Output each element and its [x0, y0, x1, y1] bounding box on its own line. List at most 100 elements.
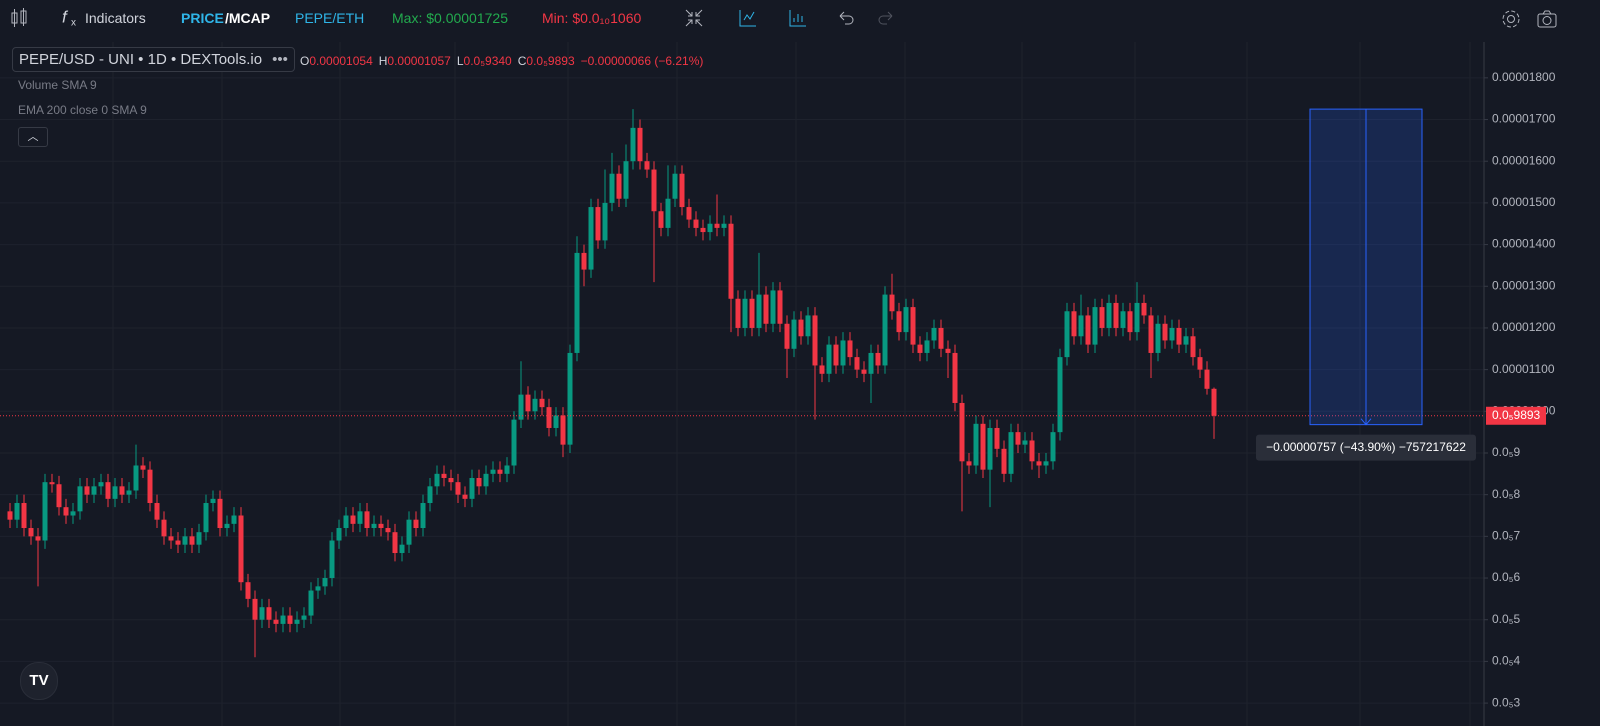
symbol-box[interactable]: PEPE/USD - UNI • 1D • DEXTools.io ••• [12, 47, 295, 72]
candle-body [294, 619, 300, 624]
candle-body [217, 498, 223, 529]
candle-body [91, 486, 97, 495]
y-tick-label: 0.00001100 [1492, 362, 1555, 376]
settings-icon[interactable] [1500, 8, 1522, 30]
candle-body [889, 294, 895, 312]
candle-body [1113, 302, 1119, 328]
candle-body [714, 223, 720, 228]
ohlc-value: 0.0₅9893 [526, 54, 575, 68]
collapse-button[interactable]: ︿ [18, 127, 48, 147]
candle-icon[interactable] [10, 8, 28, 28]
candle-body [210, 498, 216, 504]
candle-body [273, 619, 279, 624]
volume-indicator: Volume SMA 9 [18, 78, 97, 92]
candle-body [1162, 323, 1168, 341]
candle-body [1064, 311, 1070, 358]
candle-body [532, 398, 538, 412]
candle-body [581, 252, 587, 270]
candle-body [42, 482, 48, 541]
candle-body [686, 207, 692, 220]
y-tick-label: 0.00001300 [1492, 278, 1556, 292]
candle-body [672, 173, 678, 199]
candle-body [441, 473, 447, 478]
candle-body [763, 294, 769, 324]
candle-body [1183, 336, 1189, 345]
candle-body [1127, 311, 1133, 333]
undo-icon[interactable] [836, 8, 856, 28]
candle-body [1120, 311, 1126, 328]
candle-body [84, 486, 90, 495]
candle-body [609, 173, 615, 203]
candle-body [1134, 302, 1140, 333]
redo-icon[interactable] [876, 8, 896, 28]
candle-body [1071, 311, 1077, 337]
ohlc-value: 0.00001057 [387, 54, 451, 68]
candle-body [868, 352, 874, 374]
candle-body [1169, 327, 1175, 341]
collapse-icon[interactable] [684, 8, 704, 28]
candle-body [399, 544, 405, 554]
candle-body [301, 615, 307, 620]
candle-body [469, 477, 475, 499]
ohlc-value: 0.0₅9340 [463, 54, 512, 68]
ohlc-key: C [517, 54, 527, 68]
ohlc-key: O [300, 54, 310, 68]
candle-body [77, 486, 83, 512]
min-price: Min: $0.0₁₀1060 [542, 10, 642, 26]
candle-body [812, 315, 818, 366]
candle-body [448, 477, 454, 483]
candle-body [413, 519, 419, 529]
candle-body [707, 223, 713, 233]
candle-body [756, 294, 762, 328]
candle-body [798, 319, 804, 337]
candle-body [308, 590, 314, 616]
measure-label-box [1256, 434, 1476, 461]
indicators-button[interactable]: Indicators [85, 10, 146, 26]
y-tick-label: 0.00001500 [1492, 195, 1556, 209]
candle-body [518, 394, 524, 420]
ema-indicator: EMA 200 close 0 SMA 9 [18, 103, 147, 117]
candle-body [539, 398, 545, 408]
pair-button[interactable]: PEPE/ETH [295, 10, 365, 26]
candle-body [280, 615, 286, 624]
candle-body [168, 536, 174, 541]
candle-body [917, 344, 923, 353]
candle-body [784, 323, 790, 349]
candle-body [392, 532, 398, 554]
candle-body [777, 290, 783, 324]
price-toggle[interactable]: PRICE [181, 10, 224, 26]
candle-body [504, 465, 510, 474]
candle-body [455, 482, 461, 495]
candle-body [343, 515, 349, 529]
y-tick-label: 0.00001700 [1492, 112, 1556, 126]
candle-body [854, 357, 860, 370]
y-tick-label: 0.0₅4 [1492, 654, 1521, 668]
candle-body [952, 352, 958, 403]
candle-body [826, 344, 832, 374]
candle-body [665, 198, 671, 228]
camera-icon[interactable] [1536, 8, 1558, 30]
more[interactable]: ••• [272, 51, 288, 68]
candle-body [1029, 440, 1035, 462]
candle-body [336, 528, 342, 541]
candle-body [175, 540, 181, 545]
tv-logo[interactable]: TV [20, 662, 58, 700]
candle-body [476, 477, 482, 487]
candle-body [497, 469, 503, 474]
candle-body [896, 311, 902, 333]
bars-icon[interactable] [788, 8, 808, 28]
candle-body [973, 423, 979, 466]
candle-body [931, 327, 937, 341]
candle-body [721, 223, 727, 228]
chart-icon[interactable] [738, 8, 758, 28]
candle-body [1155, 323, 1161, 353]
mcap-toggle[interactable]: /MCAP [225, 10, 271, 26]
candle-body [959, 402, 965, 462]
candle-body [490, 469, 496, 474]
candle-body [1176, 327, 1182, 345]
candle-body [329, 540, 335, 579]
candle-body [728, 223, 734, 299]
candle-body [553, 415, 559, 428]
